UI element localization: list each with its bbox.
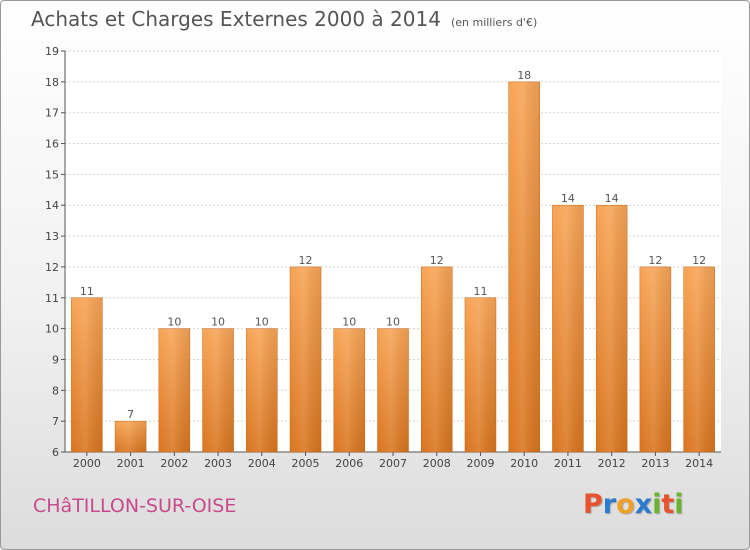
y-tick-label: 14 xyxy=(45,199,59,212)
data-label: 12 xyxy=(648,254,662,267)
logo-letter: x xyxy=(634,489,653,520)
city-name: CHâTILLON-SUR-OISE xyxy=(33,495,237,517)
bar-sheen xyxy=(596,205,628,452)
x-tick-label: 2013 xyxy=(641,457,669,470)
bar-sheen xyxy=(377,328,409,452)
data-label: 11 xyxy=(80,285,94,298)
data-label: 14 xyxy=(605,192,619,205)
data-label: 10 xyxy=(211,316,225,329)
logo-letter: r xyxy=(602,489,617,520)
data-label: 7 xyxy=(127,408,134,421)
y-tick-label: 6 xyxy=(52,446,59,459)
y-tick-label: 15 xyxy=(45,168,59,181)
bar-sheen xyxy=(508,81,540,452)
data-label: 11 xyxy=(473,285,487,298)
chart-title-text: Achats et Charges Externes 2000 à 2014 xyxy=(31,7,441,31)
x-tick-label: 2002 xyxy=(160,457,188,470)
y-tick-label: 8 xyxy=(52,384,59,397)
logo-letter: o xyxy=(616,489,635,520)
x-tick-label: 2010 xyxy=(510,457,538,470)
bar-sheen xyxy=(333,328,365,452)
x-tick-label: 2000 xyxy=(73,457,101,470)
y-tick-label: 11 xyxy=(45,292,59,305)
bar-sheen xyxy=(202,328,234,452)
bar-sheen xyxy=(158,328,190,452)
y-tick-label: 13 xyxy=(45,230,59,243)
data-label: 12 xyxy=(692,254,706,267)
proxiti-logo: Proxiti xyxy=(583,489,684,520)
x-tick-label: 2007 xyxy=(379,457,407,470)
bar-sheen xyxy=(683,266,715,452)
x-tick-label: 2005 xyxy=(292,457,320,470)
bar-sheen xyxy=(246,328,278,452)
bar-sheen xyxy=(639,266,671,452)
y-tick-label: 17 xyxy=(45,107,59,120)
data-label: 10 xyxy=(386,316,400,329)
bar-sheen xyxy=(464,297,496,452)
y-tick-label: 12 xyxy=(45,261,59,274)
bar-sheen xyxy=(115,421,147,452)
x-tick-label: 2004 xyxy=(248,457,276,470)
data-label: 10 xyxy=(167,316,181,329)
chart-title: Achats et Charges Externes 2000 à 2014 (e… xyxy=(31,7,537,31)
y-tick-label: 18 xyxy=(45,76,59,89)
chart-unit: (en milliers d'€) xyxy=(450,16,538,29)
y-tick-label: 10 xyxy=(45,323,59,336)
x-tick-label: 2011 xyxy=(554,457,582,470)
x-tick-label: 2014 xyxy=(685,457,713,470)
data-label: 10 xyxy=(255,316,269,329)
data-label: 12 xyxy=(430,254,444,267)
data-label: 18 xyxy=(517,69,531,82)
bar-sheen xyxy=(71,297,103,452)
y-tick-label: 7 xyxy=(52,415,59,428)
logo-letter: i xyxy=(674,489,684,520)
x-tick-label: 2001 xyxy=(117,457,145,470)
x-tick-label: 2009 xyxy=(466,457,494,470)
data-label: 12 xyxy=(299,254,313,267)
logo-letter: P xyxy=(583,489,603,520)
bar-sheen xyxy=(421,266,453,452)
bar-sheen xyxy=(290,266,322,452)
y-tick-label: 16 xyxy=(45,138,59,151)
x-tick-label: 2008 xyxy=(423,457,451,470)
y-tick-label: 9 xyxy=(52,353,59,366)
logo-letter: t xyxy=(661,489,675,520)
data-label: 10 xyxy=(342,316,356,329)
x-tick-label: 2012 xyxy=(598,457,626,470)
data-label: 14 xyxy=(561,192,575,205)
logo-letter: i xyxy=(652,489,662,520)
x-tick-label: 2006 xyxy=(335,457,363,470)
x-tick-label: 2003 xyxy=(204,457,232,470)
y-tick-label: 19 xyxy=(45,45,59,58)
bar-sheen xyxy=(552,205,584,452)
